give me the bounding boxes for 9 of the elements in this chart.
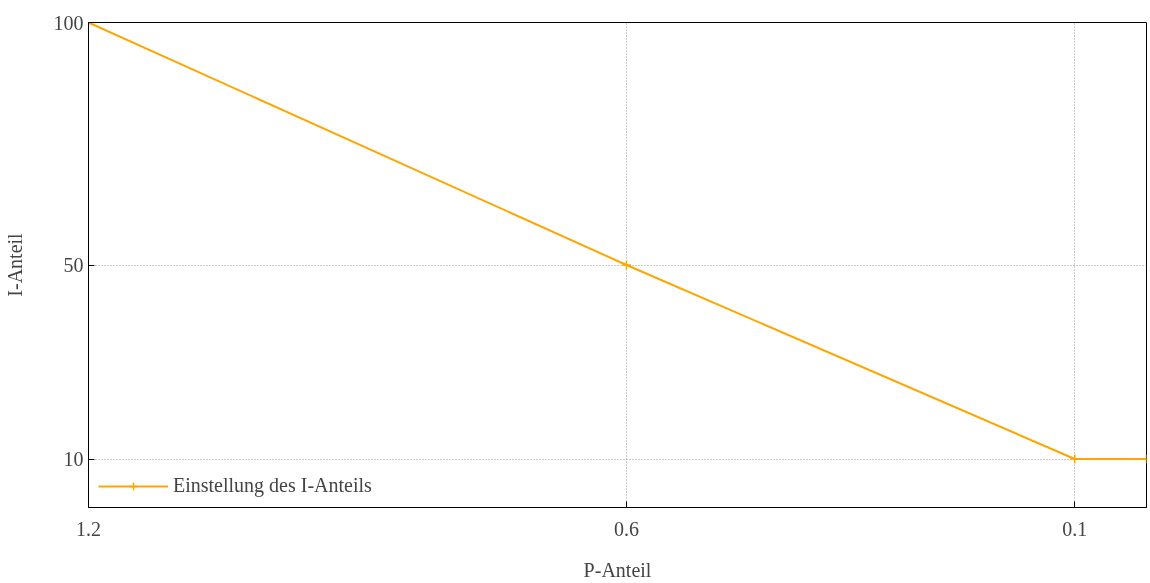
x-tick-label: 1.2 (76, 517, 101, 540)
x-axis-title: P-Anteil (583, 558, 652, 581)
x-tick-label: 0.6 (613, 517, 639, 540)
legend-label: Einstellung des I-Anteils (173, 474, 372, 497)
x-tick-label: 0.1 (1062, 517, 1088, 540)
y-axis-title: I-Anteil (3, 232, 26, 297)
y-tick-label: 50 (63, 254, 84, 276)
y-tick-label: 100 (53, 11, 84, 34)
y-tick-label: 10 (63, 448, 84, 470)
